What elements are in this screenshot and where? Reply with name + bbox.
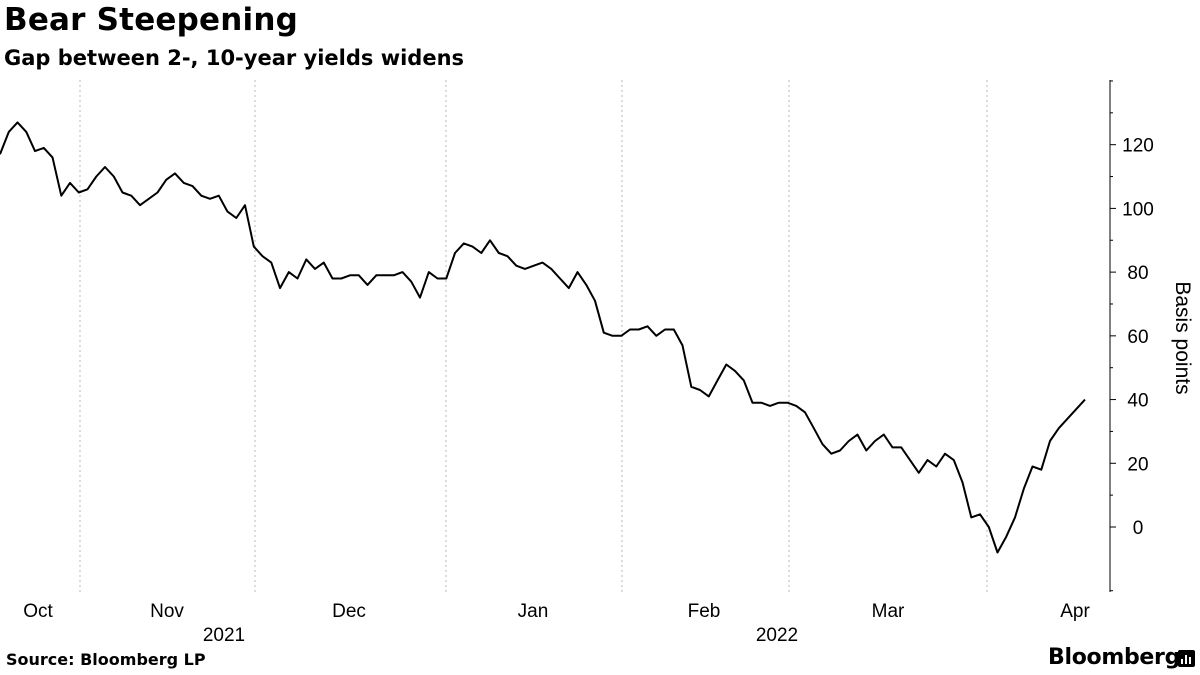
series-line	[0, 121, 1086, 554]
y-tick-label: 0	[1133, 518, 1144, 539]
x-tick-label: Oct	[23, 601, 53, 622]
y-axis: 0 20 40 60 80 100 120	[1109, 80, 1154, 592]
x-tick-label: Mar	[872, 601, 905, 622]
x-axis: Oct Nov Dec Jan Feb Mar Apr 2021 2022	[23, 601, 1090, 646]
bloomberg-logo: Bloomberg	[1048, 645, 1181, 670]
x-year-label: 2022	[756, 625, 798, 646]
chart-title: Bear Steepening	[4, 2, 299, 38]
y-tick-label: 80	[1127, 263, 1148, 284]
source-note: Source: Bloomberg LP	[6, 650, 206, 669]
series-layer	[0, 121, 1086, 554]
y-tick-label: 20	[1127, 454, 1148, 475]
gridlines	[79, 80, 988, 592]
x-tick-label: Nov	[150, 601, 184, 622]
x-tick-label: Dec	[332, 601, 366, 622]
x-year-label: 2021	[203, 625, 245, 646]
bloomberg-terminal-icon	[1178, 650, 1195, 667]
x-tick-label: Feb	[688, 601, 721, 622]
x-tick-label: Jan	[518, 601, 549, 622]
x-tick-label: Apr	[1060, 601, 1090, 622]
y-tick-label: 100	[1122, 199, 1154, 220]
y-axis-title: Basis points	[1171, 281, 1194, 394]
chart-subtitle: Gap between 2-, 10-year yields widens	[4, 46, 465, 70]
y-tick-label: 40	[1127, 391, 1148, 412]
y-tick-label: 60	[1127, 327, 1148, 348]
y-tick-label: 120	[1122, 136, 1154, 157]
